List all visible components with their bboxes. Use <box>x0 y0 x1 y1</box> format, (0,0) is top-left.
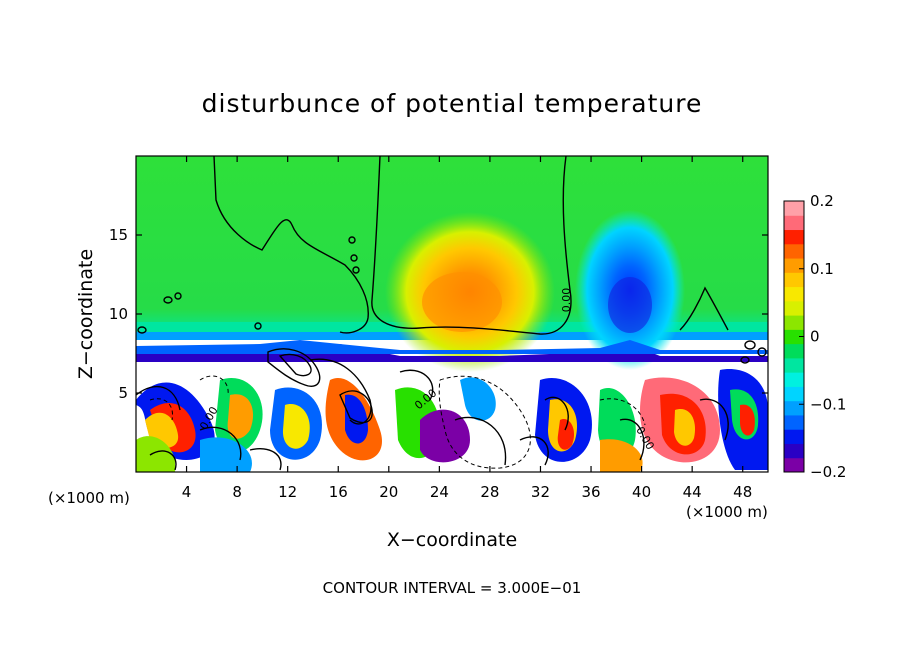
contour-lines <box>136 156 767 471</box>
cold-anomaly-core <box>608 277 652 333</box>
colorbar-tick-label: 0.1 <box>810 260 834 278</box>
x-tick-label: 4 <box>182 483 192 501</box>
colorbar-segment <box>784 243 804 259</box>
x-tick-label: 44 <box>683 483 702 501</box>
colorbar-segment <box>784 229 804 245</box>
colorbar-segment <box>784 357 804 373</box>
colorbar-segment <box>784 258 804 273</box>
colorbar-segment <box>784 457 804 473</box>
colorbar-tick-label: −0.2 <box>810 463 846 481</box>
colorbar: 0.2 0.1 0 −0.1 −0.2 <box>783 192 846 481</box>
y-tick-label: 15 <box>109 226 128 244</box>
x-tick-label: 28 <box>480 483 499 501</box>
y-axis-label: Z−coordinate <box>75 249 97 379</box>
chart-title: disturbunce of potential temperature <box>202 89 703 118</box>
x-tick-label: 40 <box>632 483 651 501</box>
colorbar-segment <box>784 343 804 359</box>
warm-anomaly-core <box>422 272 502 332</box>
contour-interval-footer: CONTOUR INTERVAL = 3.000E−01 <box>323 579 582 597</box>
colorbar-segment <box>784 315 804 330</box>
turbulent-boundary-layer <box>136 369 768 472</box>
contour-lines-dashed <box>149 375 646 469</box>
colorbar-segment <box>784 300 804 316</box>
x-axis-label: X−coordinate <box>387 529 517 551</box>
x-tick-label: 12 <box>278 483 297 501</box>
colorbar-tick-label: 0.2 <box>810 192 834 210</box>
x-unit-label-left: (×1000 m) <box>48 489 130 507</box>
x-tick-label: 24 <box>430 483 449 501</box>
colorbar-segment <box>784 429 804 444</box>
x-tick-label: 16 <box>329 483 348 501</box>
colorbar-segment <box>784 414 804 430</box>
colorbar-segment <box>784 272 804 288</box>
y-tick-label: 10 <box>109 305 128 323</box>
x-tick-label: 48 <box>733 483 752 501</box>
y-tick-label: 5 <box>118 384 128 402</box>
plot-area: 0.00 0.00 0.00 0.00 <box>136 156 768 472</box>
contour-label-1: 0.00 <box>560 288 573 313</box>
x-tick-label: 8 <box>232 483 242 501</box>
colorbar-segment <box>784 372 804 387</box>
x-tick-label: 36 <box>581 483 600 501</box>
colorbar-segment <box>784 215 804 231</box>
colorbar-segment <box>784 443 804 459</box>
colorbar-segment <box>784 400 804 416</box>
x-unit-label-right: (×1000 m) <box>686 503 768 521</box>
colorbar-segment <box>784 286 804 302</box>
colorbar-tick-label: −0.1 <box>810 395 846 413</box>
colorbar-segment <box>784 201 804 216</box>
x-tick-label: 32 <box>531 483 550 501</box>
x-tick-label: 20 <box>379 483 398 501</box>
colorbar-segment <box>784 386 804 402</box>
colorbar-tick-label: 0 <box>810 328 820 346</box>
colorbar-segment <box>784 329 804 345</box>
